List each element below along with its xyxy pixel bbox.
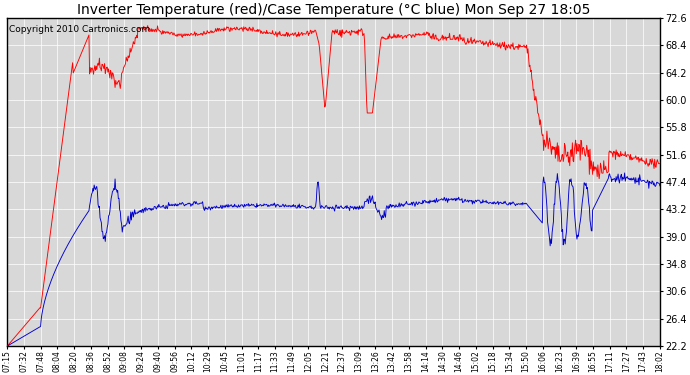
Title: Inverter Temperature (red)/Case Temperature (°C blue) Mon Sep 27 18:05: Inverter Temperature (red)/Case Temperat… <box>77 3 590 17</box>
Text: Copyright 2010 Cartronics.com: Copyright 2010 Cartronics.com <box>8 24 150 33</box>
